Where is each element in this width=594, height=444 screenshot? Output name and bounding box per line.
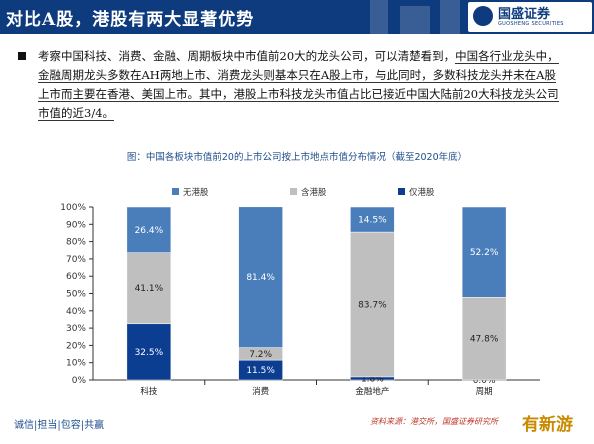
- x-tick-label: 周期: [476, 387, 493, 397]
- legend-swatch: [290, 188, 297, 195]
- y-tick-label: 20%: [66, 341, 86, 351]
- x-tick-label: 金融地产: [355, 386, 389, 397]
- footer-slogan: 诚信|担当|包容|共赢: [14, 420, 105, 431]
- data-label: 83.7%: [358, 300, 387, 310]
- y-tick-label: 100%: [60, 203, 86, 213]
- y-tick-label: 10%: [66, 359, 86, 369]
- bar-segment: [126, 206, 172, 253]
- legend-label: 含港股: [301, 187, 327, 198]
- company-logo: 国盛证券 GUOSHENG SECURITIES: [468, 2, 592, 32]
- logo-name: 国盛证券: [498, 7, 551, 22]
- data-label: 52.2%: [470, 248, 499, 258]
- data-label: 81.4%: [246, 273, 275, 283]
- bar-segment: [461, 206, 507, 298]
- bar-segment: [350, 231, 395, 378]
- logo-english-name: GUOSHENG SECURITIES: [498, 21, 564, 27]
- bullet-square-icon: [18, 52, 26, 60]
- logo-emblem-icon: [473, 6, 493, 26]
- bullet-text-underlined: 中国各行业龙头中，金融周期龙头多数在AH两地上市、消费龙头则基本只在A股上市，与…: [38, 49, 559, 121]
- source-note: 资料来源：港交所，国盛证券研究所: [370, 417, 498, 426]
- y-tick-label: 40%: [66, 307, 86, 317]
- data-label: 41.1%: [135, 284, 164, 294]
- legend-swatch: [398, 188, 405, 195]
- header-bar: 对比A股，港股有两大显著优势 国盛证券 GUOSHENG SECURITIES: [0, 0, 594, 34]
- bar-segment: [238, 206, 283, 348]
- page-title: 对比A股，港股有两大显著优势: [6, 10, 255, 30]
- y-tick-label: 50%: [66, 290, 86, 300]
- data-label: 0.0%: [473, 376, 496, 386]
- data-label: 14.5%: [358, 216, 387, 226]
- bullet-text-plain: 考察中国科技、消费、金融、周期板块中市值前20大的龙头公司，可以清楚看到，: [38, 49, 456, 63]
- y-tick-label: 70%: [66, 255, 86, 265]
- legend-swatch: [172, 188, 179, 195]
- data-label: 7.2%: [249, 350, 272, 360]
- bullet-text: 考察中国科技、消费、金融、周期板块中市值前20大的龙头公司，可以清楚看到，中国各…: [38, 47, 566, 123]
- data-label: 1.8%: [361, 374, 384, 384]
- legend-label: 无港股: [183, 187, 209, 198]
- y-tick-label: 80%: [66, 238, 86, 248]
- bar-segment: [461, 297, 507, 381]
- bar-segment: [350, 206, 395, 233]
- x-tick-label: 科技: [140, 386, 158, 397]
- bar-segment: [126, 323, 172, 381]
- data-label: 11.5%: [246, 366, 275, 376]
- y-tick-label: 60%: [66, 272, 86, 282]
- y-tick-label: 90%: [66, 220, 86, 230]
- data-label: 32.5%: [135, 348, 164, 358]
- header-decoration: [370, 0, 460, 34]
- data-label: 47.8%: [470, 335, 499, 345]
- legend-label: 仅港股: [409, 187, 435, 198]
- data-label: 26.4%: [135, 226, 164, 236]
- bar-segment: [126, 252, 172, 325]
- y-tick-label: 30%: [66, 324, 86, 334]
- y-tick-label: 0%: [72, 376, 87, 386]
- x-tick-label: 消费: [252, 386, 270, 397]
- bullet-paragraph: 考察中国科技、消费、金融、周期板块中市值前20大的龙头公司，可以清楚看到，中国各…: [18, 47, 566, 123]
- chart-title: 图：中国各板块市值前20的上市公司按上市地点市值分布情况（截至2020年底）: [126, 152, 468, 163]
- watermark: 有新游: [522, 415, 573, 435]
